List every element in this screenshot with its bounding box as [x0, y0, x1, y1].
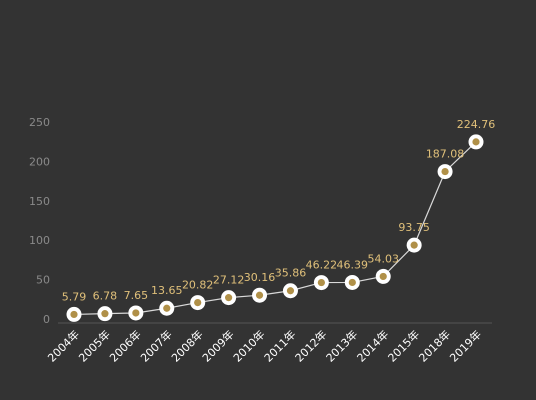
- data-point: [375, 268, 391, 284]
- data-label: 54.03: [367, 252, 399, 265]
- y-tick-label: 100: [29, 234, 50, 247]
- data-point: [66, 306, 82, 322]
- y-tick-label: 200: [29, 155, 50, 168]
- data-point-dot: [317, 278, 325, 287]
- data-point-dot: [101, 310, 109, 318]
- data-labels: 5.79 6.78 7.65 13.65 20.82 27.12 30.16 35.8646.…: [62, 118, 496, 304]
- y-tick-label: 250: [29, 116, 50, 129]
- data-point-dot: [410, 241, 418, 249]
- data-label: 35.86: [275, 267, 307, 280]
- data-point-dot: [225, 294, 233, 302]
- data-point: [406, 237, 422, 253]
- data-point: [282, 283, 298, 299]
- data-label: 30.16: [244, 271, 276, 284]
- data-label: 46.39: [337, 258, 369, 271]
- data-point: [221, 290, 237, 306]
- data-point: [159, 300, 175, 316]
- data-label: 46.22: [306, 259, 338, 272]
- data-label: 6.78: [93, 290, 118, 303]
- y-axis: 0 50 100 150 200 250: [29, 116, 50, 326]
- data-point-dot: [255, 291, 264, 299]
- data-label: 20.82: [182, 279, 214, 292]
- data-point-dot: [286, 287, 295, 295]
- data-point-dot: [163, 304, 171, 312]
- data-point-dot: [132, 309, 140, 317]
- data-label: 224.76: [457, 118, 496, 131]
- data-point: [128, 305, 144, 321]
- data-label: 27.12: [213, 274, 245, 287]
- data-point: [437, 164, 453, 180]
- data-label: 7.65: [124, 289, 149, 302]
- data-point-dot: [70, 310, 78, 319]
- data-point: [468, 134, 484, 150]
- y-tick-label: 0: [43, 313, 50, 326]
- data-point-dot: [472, 138, 480, 146]
- data-point: [252, 287, 268, 303]
- data-markers: [66, 134, 484, 322]
- data-point: [97, 306, 113, 322]
- data-label: 13.65: [151, 284, 183, 297]
- data-point: [190, 295, 206, 311]
- data-label: 187.08: [426, 148, 465, 161]
- data-label: 93.75: [398, 221, 430, 234]
- data-point-dot: [441, 167, 449, 176]
- data-point: [344, 274, 360, 290]
- y-tick-label: 50: [36, 274, 50, 287]
- data-point-dot: [348, 278, 356, 287]
- data-point-dot: [379, 272, 387, 281]
- data-label: 5.79: [62, 290, 87, 303]
- y-tick-label: 150: [29, 195, 50, 208]
- data-point-dot: [194, 298, 202, 307]
- data-point: [313, 275, 329, 291]
